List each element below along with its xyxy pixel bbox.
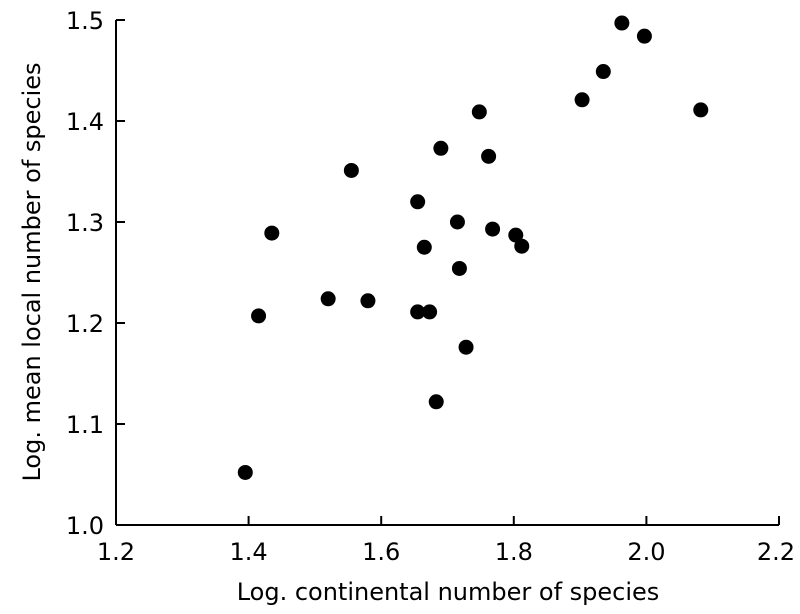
data-point [693,102,709,118]
x-tick-label: 1.8 [495,538,533,566]
x-tick-label: 2.0 [627,538,665,566]
data-point [481,148,497,164]
data-point [508,227,524,243]
data-point [416,239,432,255]
x-axis-title: Log. continental number of species [237,578,660,606]
x-tick-label: 1.6 [362,538,400,566]
data-point [410,194,426,210]
data-point [574,92,590,108]
y-ticks: 1.0 1.1 1.2 1.3 1.4 1.5 [66,7,125,540]
data-point [428,394,444,410]
y-tick-label: 1.2 [66,310,104,338]
data-point [320,291,336,307]
axes [115,20,779,526]
x-tick-label: 1.2 [97,538,135,566]
data-point [449,214,465,230]
y-tick-label: 1.0 [66,512,104,540]
y-tick-label: 1.1 [66,411,104,439]
x-tick-label: 1.4 [230,538,268,566]
data-point [237,464,253,480]
data-point [458,339,474,355]
data-point [422,304,438,320]
data-point [514,238,530,254]
data-point [264,225,280,241]
data-point [471,104,487,120]
data-point [251,308,267,324]
data-point [614,15,630,31]
data-point [485,221,501,237]
data-point [343,162,359,178]
data-point [410,304,426,320]
y-tick-label: 1.4 [66,108,104,136]
x-ticks: 1.2 1.4 1.6 1.8 2.0 2.2 [97,516,795,566]
data-point [360,293,376,309]
data-points [237,15,709,480]
y-tick-label: 1.5 [66,7,104,35]
data-point [636,28,652,44]
y-axis-title: Log. mean local number of species [18,62,46,481]
data-point [451,260,467,276]
x-tick-label: 2.2 [757,538,795,566]
y-tick-label: 1.3 [66,209,104,237]
data-point [433,140,449,156]
data-point [595,64,611,80]
